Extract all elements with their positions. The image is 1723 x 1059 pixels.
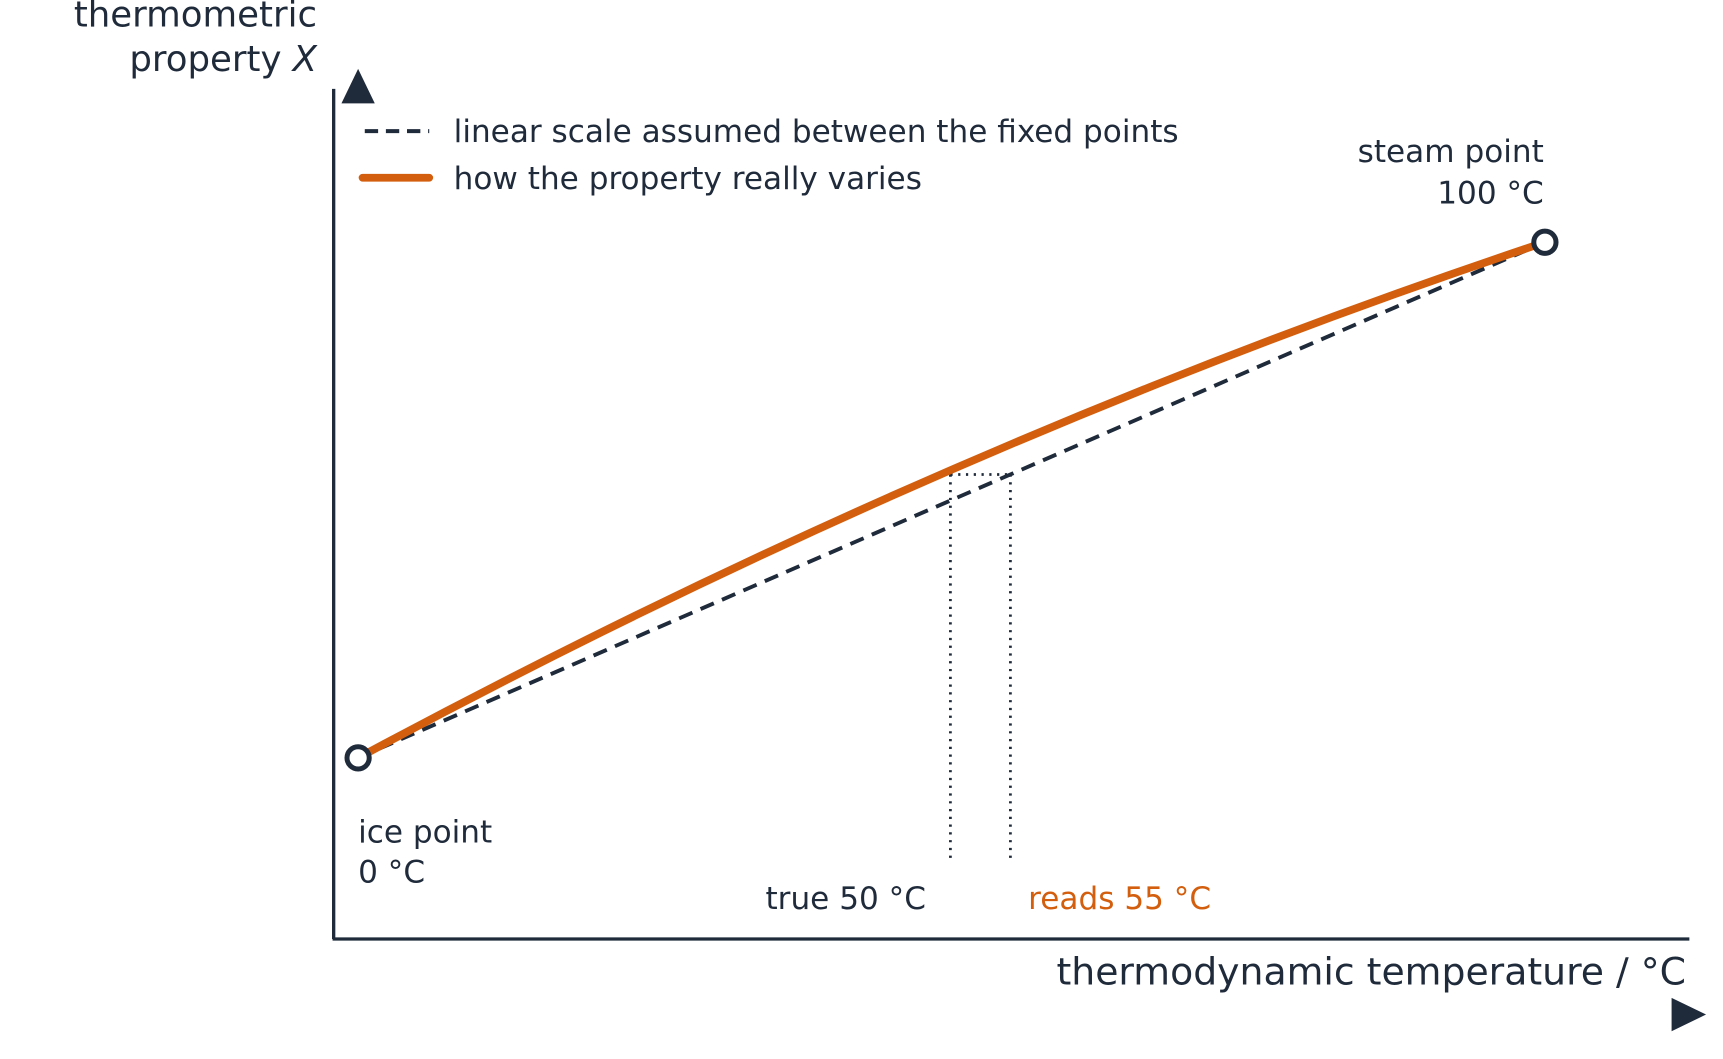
y-axis-label: thermometric [74, 0, 317, 36]
x-axis-arrow [1671, 997, 1707, 1032]
legend-label: how the property really varies [454, 161, 922, 197]
real-variation-curve [354, 238, 1549, 762]
true-temperature-label: true 50 °C [765, 881, 925, 917]
steam-point-marker [1531, 228, 1559, 256]
legend-label: linear scale assumed between the fixed p… [454, 114, 1179, 150]
steam-point-label: steam point [1358, 134, 1544, 170]
linear-scale-line [357, 240, 1546, 760]
x-axis-label: thermodynamic temperature / °C [1056, 950, 1686, 994]
y-axis-label: property X [129, 39, 317, 80]
steam-point-temperature: 100 °C [1437, 175, 1544, 211]
y-axis-arrow [341, 68, 375, 104]
guide-lines [949, 473, 1012, 862]
ice-point-label: ice point [358, 814, 492, 850]
ice-point-marker [344, 744, 372, 772]
y-axis-variable: X [291, 39, 318, 80]
indicated-temperature-label: reads 55 °C [1028, 881, 1211, 917]
ice-point-temperature: 0 °C [358, 854, 425, 890]
y-axis-label-text: property [129, 39, 281, 80]
